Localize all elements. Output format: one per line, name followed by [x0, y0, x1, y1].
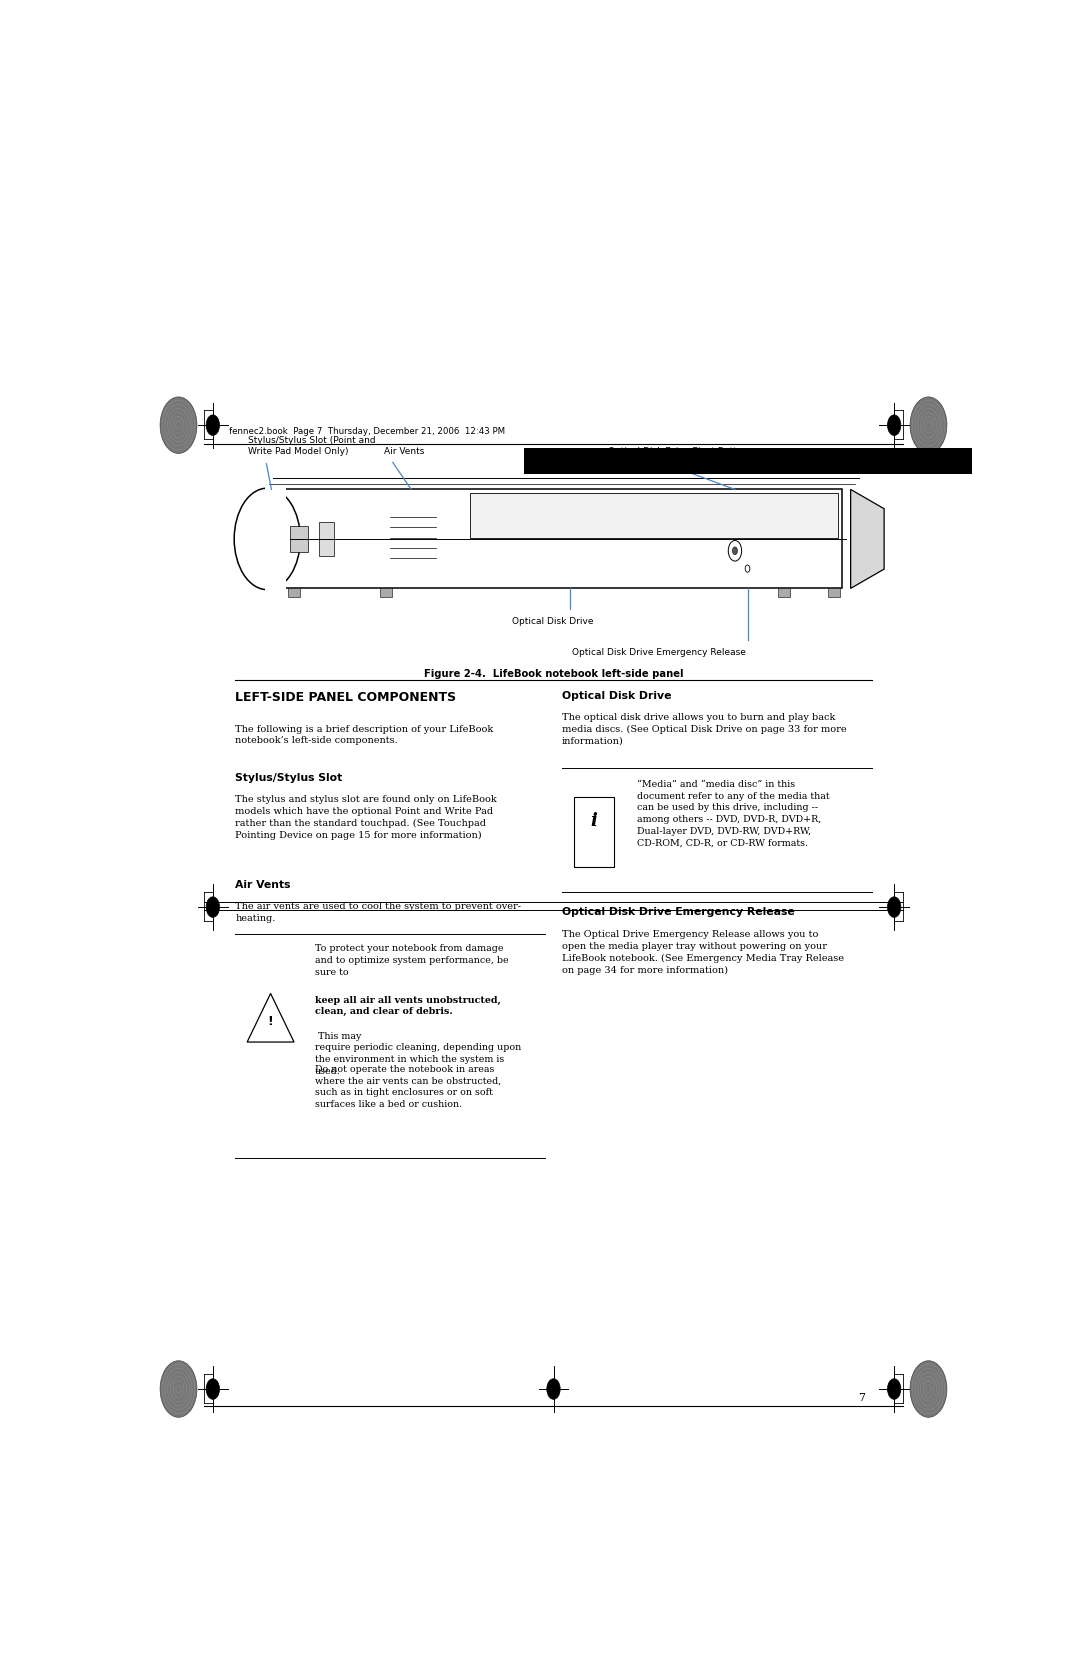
Circle shape [546, 1379, 561, 1399]
Text: Figure 2-4.  LifeBook notebook left-side panel: Figure 2-4. LifeBook notebook left-side … [423, 669, 684, 679]
Text: fennec2.book  Page 7  Thursday, December 21, 2006  12:43 PM: fennec2.book Page 7 Thursday, December 2… [229, 427, 504, 436]
Text: keep all air all vents unobstructed,
clean, and clear of debris.: keep all air all vents unobstructed, cle… [315, 996, 501, 1016]
Polygon shape [247, 993, 294, 1041]
Text: To protect your notebook from damage
and to optimize system performance, be
sure: To protect your notebook from damage and… [315, 945, 509, 976]
Text: 7: 7 [858, 1394, 865, 1404]
Circle shape [160, 1360, 197, 1417]
Text: Optical Disk Drive: Optical Disk Drive [512, 616, 593, 626]
Text: Do not operate the notebook in areas
where the air vents can be obstructed,
such: Do not operate the notebook in areas whe… [315, 1065, 501, 1110]
Text: Air Vents: Air Vents [235, 880, 291, 890]
Bar [288, 589, 300, 598]
Circle shape [745, 566, 750, 572]
Text: LEFT-SIDE PANEL COMPONENTS: LEFT-SIDE PANEL COMPONENTS [235, 691, 457, 704]
Circle shape [206, 416, 219, 436]
Bar [380, 589, 392, 598]
Text: Optical Disk Drive Emergency Release: Optical Disk Drive Emergency Release [572, 648, 746, 656]
Bar [828, 589, 840, 598]
Circle shape [206, 1379, 219, 1399]
Text: This may
require periodic cleaning, depending upon
the environment in which the : This may require periodic cleaning, depe… [315, 1031, 522, 1077]
Text: Optical Disk Drive Eject Button: Optical Disk Drive Eject Button [608, 447, 748, 456]
Text: i: i [591, 813, 597, 829]
Bar [573, 796, 613, 868]
Circle shape [206, 896, 219, 918]
Text: The following is a brief description of your LifeBook
notebook’s left-side compo: The following is a brief description of … [235, 724, 494, 746]
Text: The stylus and stylus slot are found only on LifeBook
models which have the opti: The stylus and stylus slot are found onl… [235, 796, 497, 840]
Circle shape [732, 547, 738, 554]
Circle shape [910, 1360, 947, 1417]
Text: Optical Disk Drive: Optical Disk Drive [562, 691, 672, 701]
Text: Air Vents: Air Vents [384, 447, 424, 456]
Bar [320, 522, 334, 556]
Text: Stylus/Stylus Slot (Point and
Write Pad Model Only): Stylus/Stylus Slot (Point and Write Pad … [248, 436, 376, 456]
Text: Stylus/Stylus Slot: Stylus/Stylus Slot [235, 773, 342, 783]
Text: G e t t i n g   t o   K n o w   Y o u r   L i f e B o o k: G e t t i n g t o K n o w Y o u r L i f … [618, 457, 874, 466]
Circle shape [888, 896, 901, 918]
Text: The air vents are used to cool the system to prevent over-
heating.: The air vents are used to cool the syste… [235, 901, 522, 923]
Circle shape [728, 541, 742, 561]
Bar [470, 494, 838, 537]
Bar [265, 486, 285, 592]
Text: “Media” and “media disc” in this
document refer to any of the media that
can be : “Media” and “media disc” in this documen… [637, 779, 829, 848]
Text: The Optical Drive Emergency Release allows you to
open the media player tray wit: The Optical Drive Emergency Release allo… [562, 930, 843, 975]
Bar [524, 449, 972, 474]
Bar [289, 526, 308, 552]
Text: Optical Disk Drive Emergency Release: Optical Disk Drive Emergency Release [562, 908, 795, 916]
Circle shape [888, 416, 901, 436]
Circle shape [888, 1379, 901, 1399]
Bar [265, 489, 842, 589]
Circle shape [234, 487, 300, 589]
Polygon shape [851, 489, 885, 589]
Bar [778, 589, 789, 598]
Text: !: ! [268, 1015, 273, 1028]
Circle shape [160, 397, 197, 454]
Text: The optical disk drive allows you to burn and play back
media discs. (See Optica: The optical disk drive allows you to bur… [562, 713, 847, 746]
Circle shape [910, 397, 947, 454]
